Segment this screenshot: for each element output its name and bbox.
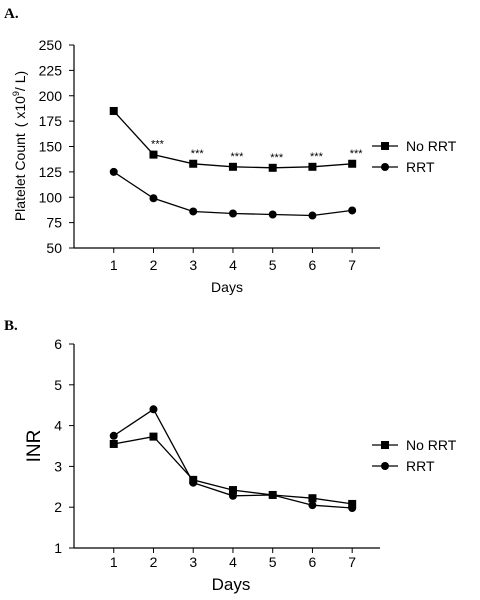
- panel-a-legend-marker-0: [381, 142, 389, 150]
- panel-a-y-ticks: 50 75 100 125 150 175 200 225 250: [39, 37, 74, 256]
- panel-a-series: [109, 106, 357, 220]
- panel-b-series-1-point-5: [308, 501, 317, 510]
- panel-a-series-0-point-6: [348, 159, 357, 168]
- panel-b-letter: B.: [4, 318, 18, 334]
- panel-a-series-0-point-1: [149, 150, 158, 159]
- panel-b-y-tick-label-2: 3: [54, 458, 62, 474]
- panel-b-x-tick-label-4: 5: [269, 554, 277, 570]
- panel-b-x-label: Days: [212, 575, 251, 594]
- panel-a-legend-label-0: No RRT: [406, 138, 457, 154]
- panel-a-legend-label-1: RRT: [406, 159, 435, 175]
- panel-a-x-tick-label-4: 5: [269, 257, 277, 273]
- panel-a-annotation-0: ***: [151, 139, 165, 151]
- panel-a-legend-marker-1: [381, 163, 389, 171]
- panel-a-y-label-unit-exp: 9: [11, 91, 21, 96]
- panel-a-y-label: Platelet Count ( x109/ L): [11, 71, 28, 221]
- panel-a-legend-entry-0: No RRT: [372, 138, 457, 154]
- panel-a-series-1-point-3: [228, 209, 237, 218]
- panel-b-y-tick-label-5: 6: [54, 336, 62, 352]
- panel-a-series-1-point-0: [109, 167, 118, 176]
- panel-b-y-tick-label-3: 4: [54, 418, 62, 434]
- panel-a-y-tick-label-5: 175: [39, 113, 63, 129]
- panel-b-x-tick-label-6: 7: [348, 554, 356, 570]
- panel-a-y-tick-label-4: 150: [39, 139, 63, 155]
- panel-b-legend: No RRT RRT: [372, 437, 457, 474]
- panel-b-y-tick-label-4: 5: [54, 377, 62, 393]
- panel-a-x-tick-label-6: 7: [348, 257, 356, 273]
- panel-b-y-label: INR: [24, 430, 45, 463]
- panel-b-legend-label-1: RRT: [406, 458, 435, 474]
- panel-b-legend-label-0: No RRT: [406, 437, 457, 453]
- panel-b-legend-marker-0: [381, 441, 389, 449]
- panel-a-series-0-point-3: [228, 162, 237, 171]
- panel-a-annotation-3: ***: [270, 152, 284, 164]
- panel-b-x-tick-label-0: 1: [110, 554, 118, 570]
- panel-a-series-0-point-4: [268, 163, 277, 172]
- panel-b-series-0-point-6: [348, 499, 357, 508]
- panel-b-x-tick-label-1: 2: [150, 554, 158, 570]
- panel-b-y-tick-label-0: 1: [54, 540, 62, 556]
- panel-a-letter: A.: [4, 6, 19, 22]
- panel-a-legend: No RRT RRT: [372, 138, 457, 175]
- panel-b: B. 1 2 3 4 5 6 1 2 3 4 5 6 7 Days INR No RRT RRT: [4, 318, 457, 594]
- panel-a-annotation-2: ***: [231, 151, 245, 163]
- panel-a-series-1-point-6: [348, 206, 357, 215]
- panel-b-legend-entry-0: No RRT: [372, 437, 457, 453]
- panel-a-y-tick-label-0: 50: [46, 240, 62, 256]
- panel-a-series-1-point-1: [149, 194, 158, 203]
- panel-a-y-tick-label-3: 125: [39, 164, 63, 180]
- panel-b-series: [109, 405, 357, 513]
- panel-b-series-0-point-5: [308, 494, 317, 503]
- panel-b-series-1-point-4: [268, 490, 277, 499]
- panel-a-annotation-4: ***: [310, 151, 324, 163]
- panel-b-x-tick-label-5: 6: [309, 554, 317, 570]
- panel-b-y-ticks: 1 2 3 4 5 6: [54, 336, 74, 556]
- panel-b-series-1-point-0: [109, 431, 118, 440]
- panel-a-y-tick-label-8: 250: [39, 37, 63, 53]
- panel-b-legend-marker-1: [381, 462, 389, 470]
- panel-a: A. 50 75 100 125 150 175 200 225 250 1 2 3 4 5 6 7 Day…: [4, 6, 457, 295]
- panel-a-x-tick-label-1: 2: [150, 257, 158, 273]
- panel-b-series-0-point-3: [228, 486, 237, 495]
- panel-a-series-1-line: [113, 171, 353, 217]
- panel-a-annotations: *** *** *** *** *** ***: [151, 139, 363, 164]
- panel-a-y-tick-label-6: 200: [39, 88, 63, 104]
- panel-b-x-tick-label-3: 4: [229, 554, 237, 570]
- panel-a-series-0-point-2: [189, 159, 198, 168]
- panel-a-y-label-unit-prefix: ( x10: [12, 96, 28, 127]
- panel-a-x-tick-label-0: 1: [110, 257, 118, 273]
- panel-a-x-ticks: 1 2 3 4 5 6 7: [110, 248, 356, 273]
- panel-a-series-1-point-4: [268, 210, 277, 219]
- panel-b-y-tick-label-1: 2: [54, 499, 62, 515]
- panel-b-series-1-point-2: [189, 478, 198, 487]
- panel-b-series-0-point-0: [109, 439, 118, 448]
- panel-b-x-tick-label-2: 3: [189, 554, 197, 570]
- panel-b-x-ticks: 1 2 3 4 5 6 7: [110, 548, 356, 570]
- panel-a-y-label-unit-suffix: / L): [12, 71, 28, 91]
- panel-a-annotation-5: ***: [350, 148, 364, 160]
- panel-a-annotation-1: ***: [191, 148, 205, 160]
- panel-a-series-1-point-5: [308, 211, 317, 220]
- panel-a-x-label: Days: [211, 279, 243, 295]
- panel-b-series-1-point-3: [228, 491, 237, 500]
- panel-a-series-1-point-2: [189, 207, 198, 216]
- panel-a-legend-entry-1: RRT: [372, 159, 435, 175]
- panel-a-series-0-point-0: [109, 106, 118, 115]
- panel-a-y-tick-label-1: 75: [46, 215, 62, 231]
- panel-b-series-0-point-1: [149, 432, 158, 441]
- panel-b-series-1-point-1: [149, 405, 158, 414]
- panel-a-y-tick-label-2: 100: [39, 189, 63, 205]
- panel-a-series-0-point-5: [308, 162, 317, 171]
- panel-a-x-tick-label-3: 4: [229, 257, 237, 273]
- panel-a-y-label-main: Platelet Count: [12, 133, 28, 221]
- panel-a-y-tick-label-7: 225: [39, 62, 63, 78]
- panel-a-x-tick-label-2: 3: [189, 257, 197, 273]
- panel-a-x-tick-label-5: 6: [309, 257, 317, 273]
- panel-b-legend-entry-1: RRT: [372, 458, 435, 474]
- panel-b-series-1-point-6: [348, 504, 357, 513]
